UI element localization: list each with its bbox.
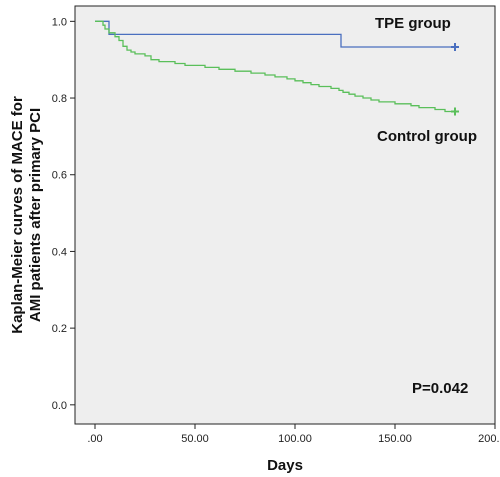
y-tick-label: 0.4 [52,246,67,258]
y-axis-title-line1: Kaplan-Meier curves of MACE for [9,96,26,334]
x-tick-label: 150.00 [378,433,412,445]
y-tick-label: 0.2 [52,323,67,335]
x-axis-title: Days [267,457,303,474]
tpe-group-label: TPE group [375,15,451,32]
x-tick-label: .00 [87,433,102,445]
tpe-group-censor-mark [451,43,459,52]
y-tick-label: 1.0 [52,16,67,28]
x-tick-label: 200.00 [478,433,500,445]
y-axis-title-line2: AMI patients after primary PCI [27,108,44,322]
control-group-label: Control group [377,128,477,145]
control-group-curve [95,20,455,113]
plot-area [74,5,496,425]
p-value-label: P=0.042 [412,380,468,397]
y-tick-label: 0.8 [52,93,67,105]
tpe-group-curve [95,20,455,48]
y-tick-label: 0.0 [52,400,67,412]
control-group-censor-mark [451,107,459,116]
axes: .00 50.00 100.00 150.00 200.00 0.0 0.2 0.4 0.6 0.… [52,16,500,445]
y-tick-label: 0.6 [52,170,67,182]
x-tick-label: 50.00 [181,433,209,445]
series-layer [95,20,459,116]
x-tick-label: 100.00 [278,433,312,445]
